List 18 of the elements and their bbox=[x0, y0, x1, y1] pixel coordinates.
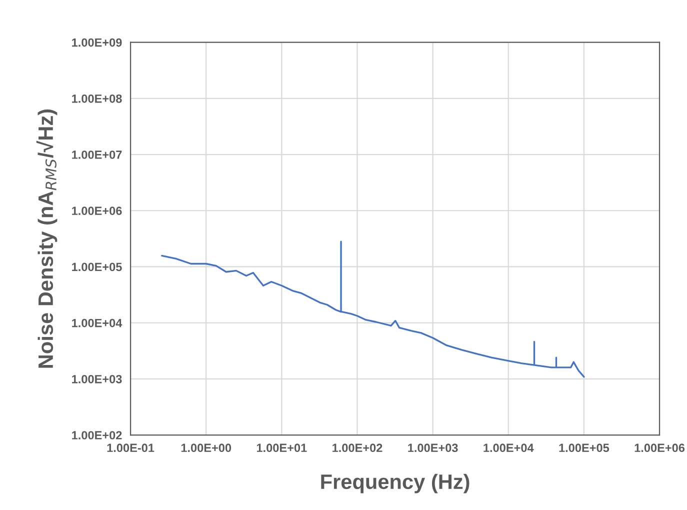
y-tick-label: 1.00E+09 bbox=[72, 38, 122, 47]
x-tick-label: 1.00E+05 bbox=[559, 444, 610, 452]
x-tick-label: 1.00E+06 bbox=[634, 444, 685, 452]
x-tick-label: 1.00E+00 bbox=[181, 444, 232, 452]
y-tick-label: 1.00E+08 bbox=[72, 94, 122, 103]
x-tick-label: 1.00E+03 bbox=[408, 444, 458, 452]
y-tick-label: 1.00E+06 bbox=[72, 206, 122, 216]
y-tick-label: 1.00E+03 bbox=[72, 374, 122, 384]
x-tick-label: 1.00E+02 bbox=[332, 444, 382, 452]
y-tick-label: 1.00E+05 bbox=[72, 262, 122, 272]
x-tick-label: 1.00E-01 bbox=[107, 444, 154, 452]
y-axis-title: Noise Density (nA$_{RMS}$/√Hz) bbox=[36, 109, 58, 368]
x-tick-label: 1.00E+04 bbox=[484, 444, 534, 452]
y-tick-label: 1.00E+07 bbox=[72, 150, 122, 159]
y-tick-label: 1.00E+04 bbox=[72, 318, 122, 328]
y-tick-label: 1.00E+02 bbox=[72, 431, 122, 440]
x-tick-label: 1.00E+01 bbox=[256, 444, 307, 452]
x-axis-title: Frequency (Hz) bbox=[321, 474, 470, 494]
